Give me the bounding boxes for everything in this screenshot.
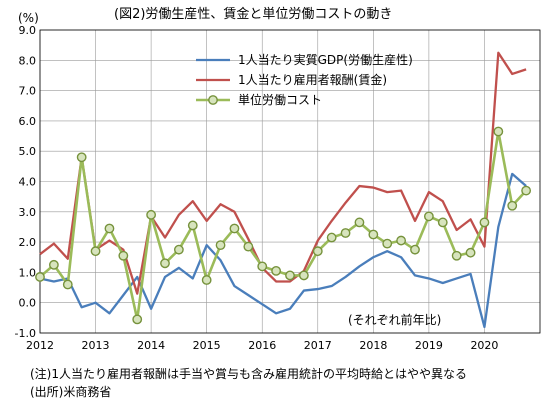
series-point [62, 279, 73, 290]
x-tick-label: 2014 [137, 339, 165, 352]
series-point [354, 217, 365, 228]
series-point [229, 223, 240, 234]
y-tick-label: 9.0 [19, 24, 37, 37]
series-point [396, 235, 407, 246]
y-tick-label: 2.0 [19, 236, 37, 249]
series-line-0 [39, 172, 527, 329]
series-point [382, 238, 393, 249]
y-tick-label: 6.0 [19, 115, 37, 128]
chart-title: (図2)労働生産性、賃金と単位労働コストの動き [114, 6, 392, 22]
series-point [326, 232, 337, 243]
y-tick-labels: -1.0 0.0 1.0 2.0 3.0 4.0 5.0 6.0 7.0 8.0 9.0 [15, 24, 36, 340]
series-point [479, 217, 490, 228]
series-point [48, 259, 59, 270]
series-point [187, 220, 198, 231]
y-tick-label: 1.0 [19, 266, 37, 279]
series-point [368, 229, 379, 240]
legend: 1人当たり実質GDP(労働生産性) 1人当たり雇用者報酬(賃金) 単位労働コスト [196, 52, 413, 107]
series-lines [35, 51, 532, 329]
series-point [243, 241, 254, 252]
series-point [521, 185, 532, 196]
series-point [507, 200, 518, 211]
y-tick-label: 5.0 [19, 145, 37, 158]
series-line-2 [39, 130, 528, 321]
series-point [201, 275, 212, 285]
y-tick-label: 0.0 [19, 297, 37, 310]
legend-label: 単位労働コスト [238, 92, 322, 107]
footnote-source: (出所)米商務省 [30, 384, 111, 399]
y-tick-label: 3.0 [19, 206, 37, 219]
series-point [118, 250, 129, 261]
footnote-note: (注)1人当たり雇用者報酬は手当や賞与も含み雇用統計の平均時給とはやや異なる [30, 366, 467, 381]
series-line-1 [39, 51, 527, 295]
series-point [298, 270, 309, 281]
series-point [451, 250, 462, 261]
x-tick-label: 2017 [304, 339, 332, 352]
series-point [312, 246, 323, 257]
x-tick-labels: 2012 2013 2014 2015 2016 2017 2018 2019 2020 [26, 339, 498, 352]
x-tick-label: 2018 [359, 339, 387, 352]
series-point [410, 244, 420, 255]
y-tick-label: -1.0 [15, 327, 36, 340]
series-point [340, 228, 351, 238]
x-tick-label: 2013 [82, 339, 110, 352]
series-point [423, 211, 434, 222]
legend-marker [208, 95, 218, 105]
x-tick-label: 2016 [248, 339, 276, 352]
series-point [215, 240, 226, 251]
y-unit-label: (%) [18, 11, 39, 25]
series-point [90, 246, 101, 257]
series-point [493, 126, 504, 137]
x-tick-label: 2015 [193, 339, 221, 352]
series-point [465, 247, 476, 258]
series-point [104, 223, 115, 234]
series-point [257, 261, 268, 272]
x-tick-label: 2019 [415, 339, 443, 352]
series-point [146, 209, 157, 220]
plot-frame [39, 29, 541, 334]
y-tick-label: 4.0 [19, 176, 37, 189]
chart-annotation: (それぞれ前年比) [348, 312, 441, 327]
series-point [285, 270, 295, 281]
y-tick-label: 7.0 [19, 85, 37, 98]
series-point [132, 314, 143, 325]
series-point [437, 217, 448, 228]
x-tick-label: 2012 [26, 339, 54, 352]
x-tick-label: 2020 [470, 339, 498, 352]
series-point [173, 244, 184, 255]
series-point [35, 272, 45, 282]
y-tick-label: 8.0 [19, 54, 37, 67]
series-point [76, 152, 87, 163]
legend-label: 1人当たり実質GDP(労働生産性) [238, 52, 413, 67]
legend-label: 1人当たり雇用者報酬(賃金) [238, 72, 387, 87]
series-point [160, 258, 170, 269]
series-point [271, 265, 282, 276]
